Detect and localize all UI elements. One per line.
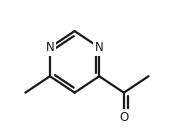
Text: N: N (46, 41, 54, 54)
Text: O: O (119, 111, 129, 124)
Text: N: N (95, 41, 104, 54)
